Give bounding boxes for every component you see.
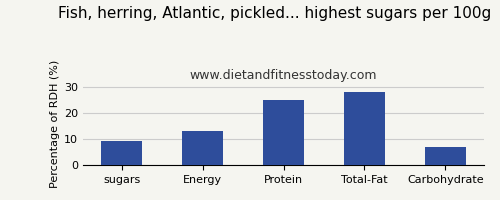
- Text: Fish, herring, Atlantic, pickled... highest sugars per 100g: Fish, herring, Atlantic, pickled... high…: [58, 6, 492, 21]
- Title: www.dietandfitnesstoday.com: www.dietandfitnesstoday.com: [190, 69, 378, 82]
- Bar: [264, 100, 304, 165]
- Bar: [344, 92, 385, 165]
- Bar: [182, 131, 223, 165]
- Bar: [425, 147, 466, 165]
- Bar: [102, 141, 142, 165]
- Y-axis label: Percentage of RDH (%): Percentage of RDH (%): [50, 60, 60, 188]
